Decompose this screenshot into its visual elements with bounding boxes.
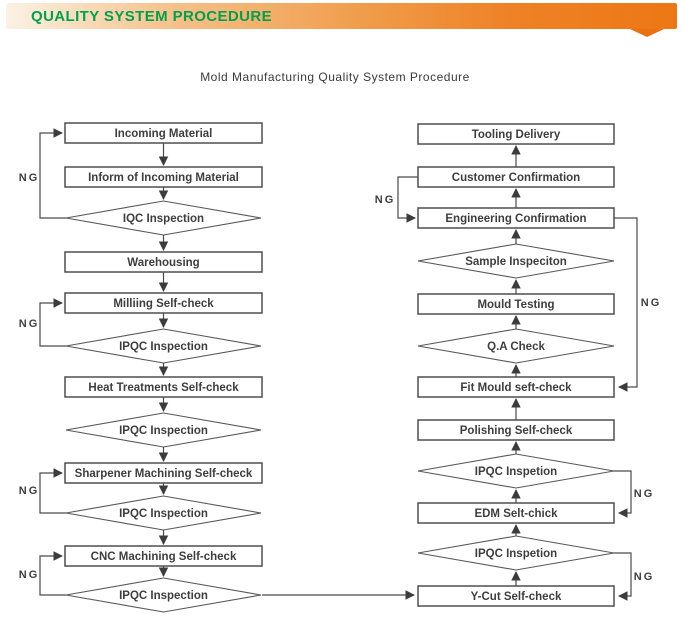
flowchart-title: Mold Manufacturing Quality System Proced… bbox=[200, 70, 470, 84]
flow-node-tooling-delivery: Tooling Delivery bbox=[417, 123, 615, 145]
ng-loop-ipqc-to-sharpener bbox=[39, 468, 66, 514]
process-box bbox=[417, 123, 615, 145]
decision-diamond bbox=[417, 328, 615, 364]
header-notch-triangle bbox=[630, 29, 664, 37]
node-label: Heat Treatments Self-check bbox=[88, 382, 239, 394]
decision-diamond bbox=[65, 200, 262, 236]
decision-diamond bbox=[65, 412, 262, 448]
ng-loops-right: NG NG NG NG bbox=[375, 176, 662, 601]
node-label: Sharpener Machining Self-check bbox=[75, 468, 253, 480]
node-label: Q.A Check bbox=[487, 341, 545, 353]
ng-label: NG bbox=[19, 318, 40, 330]
page-header-title: QUALITY SYSTEM PROCEDURE bbox=[31, 8, 273, 25]
ng-loop-ipqc-to-edm bbox=[614, 470, 632, 518]
ng-label: NG bbox=[19, 485, 40, 497]
node-label: IQC Inspection bbox=[123, 213, 204, 225]
flow-node-y-cut-self-check: Y-Cut Self-check bbox=[417, 585, 615, 607]
node-label: IPQC Inspection bbox=[119, 425, 208, 437]
node-label: IPQC Inspection bbox=[119, 341, 208, 353]
ng-loop-iqc-to-incoming-material bbox=[39, 128, 66, 219]
node-label: Milliing Self-check bbox=[113, 298, 214, 310]
flow-node-engineering-confirmation: Engineering Confirmation bbox=[417, 207, 615, 229]
node-label: CNC Machining Self-check bbox=[91, 551, 237, 563]
node-label: Inform of Incoming Material bbox=[88, 172, 239, 184]
flow-node-ipqc-inspection-5: IPQC Inspetion bbox=[417, 453, 615, 489]
ng-loop-ipqc-to-milling bbox=[39, 298, 66, 347]
ng-label: NG bbox=[19, 569, 40, 581]
node-label: Engineering Confirmation bbox=[445, 213, 586, 225]
flow-node-cnc-machining-self-check: CNC Machining Self-check bbox=[64, 545, 263, 567]
flow-node-milling-self-check: Milliing Self-check bbox=[64, 292, 263, 314]
flow-node-ipqc-inspection-3: IPQC Inspection bbox=[65, 495, 262, 531]
flow-node-fit-mould-self-check: Fit Mould seft-check bbox=[417, 376, 615, 398]
flow-node-customer-confirmation: Customer Confirmation bbox=[417, 166, 615, 188]
decision-diamond bbox=[417, 243, 615, 279]
ng-loops-left: NG NG NG NG bbox=[19, 128, 66, 596]
ng-label: NG bbox=[634, 488, 655, 500]
flow-node-ipqc-inspection-4: IPQC Inspection bbox=[65, 577, 262, 613]
node-label: Mould Testing bbox=[477, 299, 554, 311]
flow-node-ipqc-inspection-2: IPQC Inspection bbox=[65, 412, 262, 448]
node-label: IPQC Inspetion bbox=[475, 548, 557, 560]
decision-diamond bbox=[65, 328, 262, 364]
node-label: Fit Mould seft-check bbox=[460, 382, 572, 394]
node-label: IPQC Inspetion bbox=[475, 466, 557, 478]
flow-node-polishing-self-check: Polishing Self-check bbox=[417, 419, 615, 441]
flow-node-incoming-material: Incoming Material bbox=[64, 122, 263, 144]
header-bar bbox=[6, 3, 677, 29]
flow-node-warehousing: Warehousing bbox=[64, 251, 263, 273]
flow-node-ipqc-inspection-1: IPQC Inspection bbox=[65, 328, 262, 364]
flow-node-sample-inspection: Sample Inspeciton bbox=[417, 243, 615, 279]
ng-label: NG bbox=[375, 194, 396, 206]
flow-node-sharpener-machining-self-check: Sharpener Machining Self-check bbox=[64, 462, 263, 484]
flow-node-mould-testing: Mould Testing bbox=[417, 293, 615, 315]
ng-loop-ipqc-to-y-cut bbox=[614, 552, 632, 601]
decision-diamond bbox=[65, 577, 262, 613]
ng-label: NG bbox=[19, 172, 40, 184]
flow-node-iqc-inspection: IQC Inspection bbox=[65, 200, 262, 236]
node-label: Y-Cut Self-check bbox=[471, 591, 562, 603]
node-label: EDM Selt-chick bbox=[474, 508, 558, 520]
flow-node-inform-of-incoming-material: Inform of Incoming Material bbox=[64, 166, 263, 188]
flow-node-edm-self-check: EDM Selt-chick bbox=[417, 502, 615, 524]
node-label: IPQC Inspection bbox=[119, 508, 208, 520]
decision-diamond bbox=[65, 495, 262, 531]
node-label: Sample Inspeciton bbox=[465, 256, 567, 268]
ng-label: NG bbox=[634, 571, 655, 583]
ng-loop-ipqc-to-cnc bbox=[39, 551, 66, 596]
node-label: Tooling Delivery bbox=[472, 129, 561, 141]
node-label: Customer Confirmation bbox=[452, 172, 580, 184]
node-label: Warehousing bbox=[127, 257, 199, 269]
flow-node-qa-check: Q.A Check bbox=[417, 328, 615, 364]
node-label: IPQC Inspection bbox=[119, 590, 208, 602]
flow-node-heat-treatments-self-check: Heat Treatments Self-check bbox=[64, 376, 263, 398]
node-label: Incoming Material bbox=[115, 128, 213, 140]
node-label: Polishing Self-check bbox=[460, 425, 573, 437]
flow-node-ipqc-inspection-6: IPQC Inspetion bbox=[417, 535, 615, 571]
ng-label: NG bbox=[641, 297, 662, 309]
ng-loop-customer-to-engineering bbox=[397, 176, 418, 223]
ng-loop-engineering-to-fit-mould bbox=[614, 217, 638, 392]
